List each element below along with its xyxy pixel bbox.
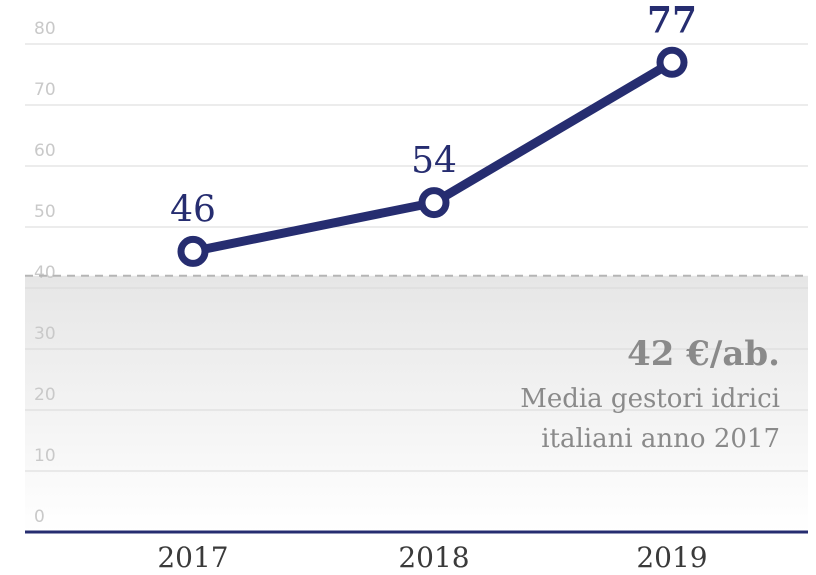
x-tick-label: 2017 <box>157 541 228 574</box>
y-tick-label: 30 <box>34 324 56 344</box>
y-tick-label: 10 <box>34 446 56 466</box>
y-axis-ticks: 0 10 20 30 40 50 60 70 80 <box>34 19 56 527</box>
data-points <box>177 46 688 267</box>
y-tick-label: 80 <box>34 19 56 39</box>
x-tick-label: 2019 <box>636 541 707 574</box>
data-label: 54 <box>411 141 457 182</box>
reference-value-label: 42 €/ab. <box>627 334 780 374</box>
data-point <box>418 187 450 219</box>
grid-lines <box>25 43 808 472</box>
y-tick-label: 20 <box>34 385 56 405</box>
y-tick-label: 50 <box>34 202 56 222</box>
x-tick-label: 2018 <box>398 541 469 574</box>
x-axis-ticks: 2017 2018 2019 <box>157 541 707 574</box>
data-label: 46 <box>170 189 216 230</box>
y-tick-label: 0 <box>34 507 45 527</box>
y-tick-label: 60 <box>34 141 56 161</box>
data-point <box>656 46 688 78</box>
reference-area <box>25 275 808 532</box>
data-label: 77 <box>647 0 697 41</box>
reference-caption-line-1: Media gestori idrici <box>520 384 780 414</box>
data-labels: 46 54 77 <box>170 0 697 230</box>
y-tick-label: 40 <box>34 263 56 283</box>
data-point <box>177 235 209 267</box>
y-tick-label: 70 <box>34 80 56 100</box>
reference-caption-line-2: italiani anno 2017 <box>541 424 780 454</box>
